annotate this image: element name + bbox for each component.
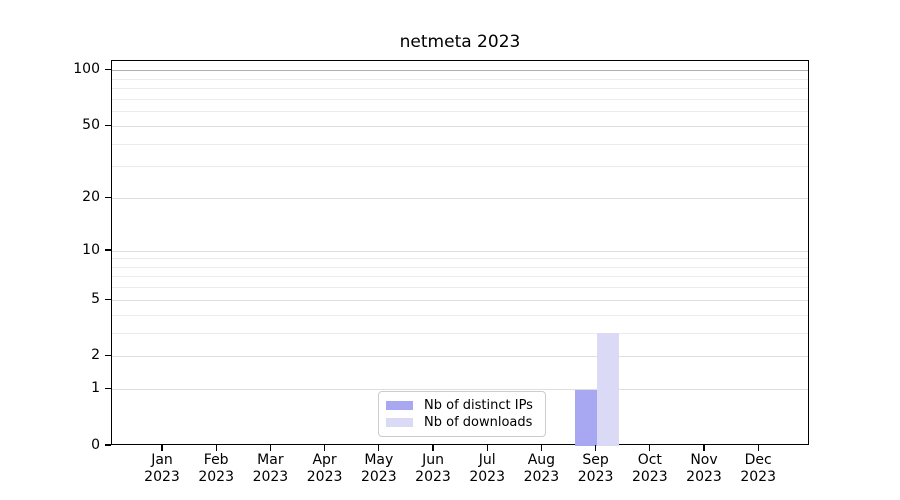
x-tick-month: Nov (690, 452, 718, 468)
x-tick (215, 445, 217, 451)
x-tick-year: 2023 (523, 469, 560, 485)
x-tick-label: Feb 2023 (184, 452, 248, 486)
x-tick (269, 445, 271, 451)
gridline-minor (112, 276, 808, 278)
x-tick-month: Dec (744, 452, 772, 468)
gridline-minor (112, 98, 808, 100)
bar-downloads (596, 333, 619, 446)
legend-label-distinct-ips: Nb of distinct IPs (424, 398, 533, 413)
x-tick-label: Oct 2023 (618, 452, 682, 486)
x-tick-label: Nov 2023 (672, 452, 736, 486)
x-tick-label: Jun 2023 (401, 452, 465, 486)
x-tick-year: 2023 (577, 469, 614, 485)
x-tick-label: Jan 2023 (130, 452, 194, 486)
gridline-minor (112, 258, 808, 260)
legend-item-distinct-ips: Nb of distinct IPs (386, 397, 537, 414)
x-tick-year: 2023 (415, 469, 451, 485)
plot-area: Nb of distinct IPs Nb of downloads (111, 60, 809, 446)
gridline-minor (112, 78, 808, 80)
x-tick-month: Jan (151, 452, 173, 468)
y-tick-label: 2 (91, 347, 100, 364)
x-tick-label: Apr 2023 (293, 452, 357, 486)
gridline-minor (112, 88, 808, 90)
x-tick-label: Dec 2023 (726, 452, 790, 486)
legend-label-downloads: Nb of downloads (424, 415, 533, 430)
y-tick-label: 100 (73, 61, 100, 78)
x-tick (595, 445, 597, 451)
legend-swatch-downloads (386, 418, 413, 427)
x-tick-month: Aug (527, 452, 556, 468)
x-tick-year: 2023 (631, 469, 668, 485)
x-tick-month: May (364, 452, 394, 468)
gridline-major (112, 250, 808, 252)
x-tick (161, 445, 163, 451)
x-tick-label: Aug 2023 (509, 452, 573, 486)
x-tick-label: Jul 2023 (455, 452, 519, 486)
x-tick-year: 2023 (144, 469, 180, 485)
chart-title: netmeta 2023 (399, 32, 521, 52)
x-tick (703, 445, 705, 451)
y-tick-label: 20 (82, 189, 100, 205)
y-tick (105, 298, 111, 300)
y-tick (105, 249, 111, 251)
x-tick (378, 445, 380, 451)
x-tick-year: 2023 (469, 469, 505, 485)
y-tick (105, 196, 111, 199)
x-tick-month: Feb (203, 452, 229, 468)
gridline-minor (112, 314, 808, 316)
gridline-major (112, 125, 808, 127)
y-tick (105, 444, 111, 446)
x-tick-month: Oct (637, 452, 662, 468)
x-tick (324, 445, 326, 451)
y-tick-label: 10 (82, 241, 100, 258)
x-tick-year: 2023 (306, 469, 343, 485)
x-tick-month: Jul (478, 452, 496, 468)
legend-item-downloads: Nb of downloads (386, 414, 537, 431)
gridline-minor (112, 166, 808, 168)
x-tick-month: Jun (422, 452, 444, 468)
gridline-major (112, 356, 808, 358)
gridline-major (112, 389, 808, 391)
y-tick (105, 69, 111, 71)
gridline-major (112, 198, 808, 199)
gridline-major (112, 70, 808, 72)
y-tick-label: 50 (82, 116, 100, 133)
gridline-minor (112, 111, 808, 113)
x-tick-label: May 2023 (347, 452, 411, 486)
y-tick (105, 355, 111, 357)
legend: Nb of distinct IPs Nb of downloads (378, 391, 546, 437)
x-tick (432, 445, 434, 451)
x-tick-month: Apr (312, 452, 337, 468)
x-tick-month: Sep (582, 452, 609, 468)
gridline-minor (112, 332, 808, 334)
x-tick-year: 2023 (252, 469, 289, 485)
y-tick-label: 1 (91, 380, 100, 397)
x-tick-month: Mar (257, 452, 284, 468)
x-tick-year: 2023 (198, 469, 234, 485)
gridline-major (112, 299, 808, 301)
x-tick-label: Sep 2023 (564, 452, 628, 486)
x-tick-year: 2023 (740, 469, 776, 485)
x-tick (649, 445, 651, 451)
gridline-minor (112, 287, 808, 289)
y-tick (105, 388, 111, 390)
x-tick (757, 445, 759, 451)
x-tick (540, 445, 542, 451)
legend-swatch-distinct-ips (386, 401, 413, 410)
y-tick-label: 5 (91, 290, 100, 307)
x-tick-year: 2023 (360, 469, 397, 485)
x-tick-label: Mar 2023 (238, 452, 302, 486)
x-tick-year: 2023 (686, 469, 722, 485)
gridline-minor (112, 266, 808, 268)
bar-distinct-ips (574, 389, 597, 446)
gridline-minor (112, 143, 808, 145)
x-tick (486, 445, 488, 451)
y-tick (105, 124, 111, 126)
y-tick-label: 0 (91, 436, 100, 453)
